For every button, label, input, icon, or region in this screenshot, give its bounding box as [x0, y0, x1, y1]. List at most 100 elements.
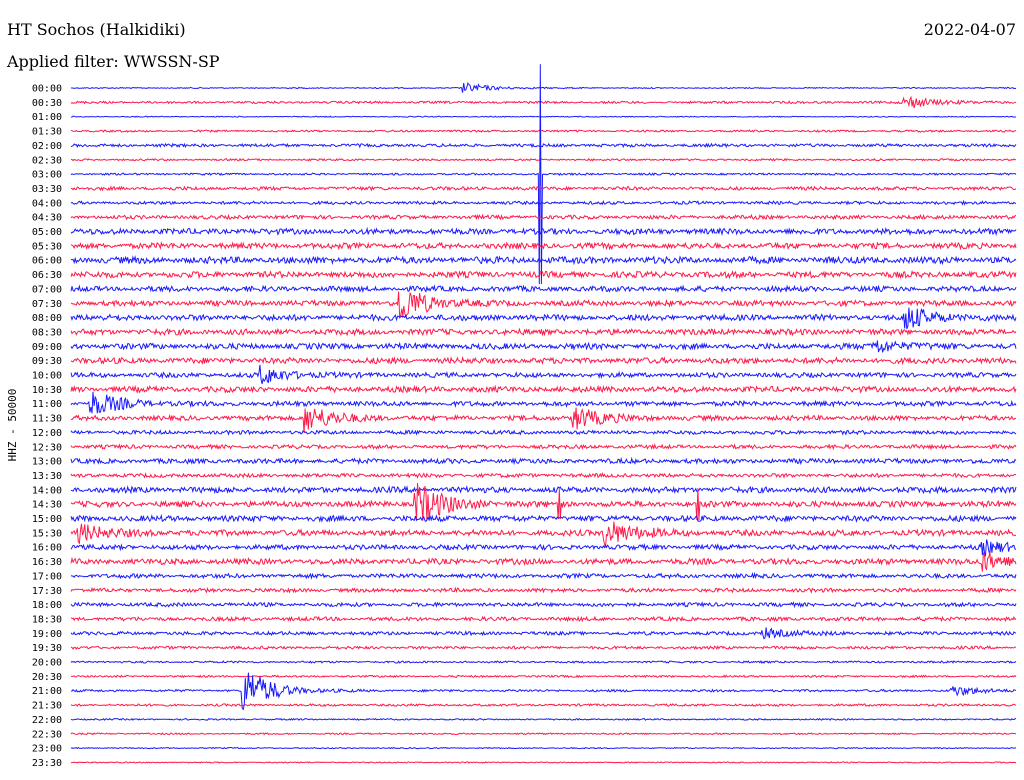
tick-label: 22:30 [32, 729, 62, 740]
trace-1330 [70, 472, 1017, 479]
trace-0300 [70, 64, 1017, 285]
tick-label: 16:30 [32, 557, 62, 568]
time-tick-labels: 00:00 00:30 01:00 01:30 02:00 02:30 03:00 03:30… [32, 84, 62, 769]
trace-2200 [70, 717, 1017, 721]
trace-group [70, 64, 1017, 764]
trace-1030 [70, 384, 1017, 394]
trace-1900 [70, 627, 1017, 640]
trace-1600 [70, 539, 1017, 558]
tick-label: 05:30 [32, 241, 62, 252]
trace-0730 [70, 291, 1017, 320]
tick-label: 14:00 [32, 485, 62, 496]
tick-label: 10:30 [32, 385, 62, 396]
filter-label: Applied filter: WWSSN-SP [7, 52, 220, 71]
date-label: 2022-04-07 [923, 20, 1016, 39]
trace-0330 [70, 185, 1017, 192]
trace-0630 [70, 269, 1017, 280]
trace-2230 [70, 732, 1017, 736]
tick-label: 15:00 [32, 514, 62, 525]
tick-label: 13:00 [32, 457, 62, 468]
y-axis-label: HHZ - 50000 [6, 389, 19, 462]
tick-label: 06:30 [32, 270, 62, 281]
tick-label: 06:00 [32, 256, 62, 267]
trace-2030 [71, 674, 1017, 679]
tick-label: 00:00 [32, 84, 62, 95]
trace-2100 [70, 672, 1017, 711]
tick-label: 15:30 [32, 528, 62, 539]
tick-label: 01:00 [32, 112, 62, 123]
trace-1300 [70, 456, 1017, 466]
tick-label: 17:30 [32, 586, 62, 597]
trace-1500 [70, 513, 1017, 524]
tick-label: 18:00 [32, 600, 62, 611]
trace-0030 [70, 95, 1017, 109]
tick-label: 12:00 [32, 428, 62, 439]
trace-1930 [70, 645, 1017, 651]
tick-label: 11:00 [32, 399, 62, 410]
trace-0930 [70, 355, 1017, 366]
trace-0900 [70, 340, 1017, 353]
trace-0800 [70, 307, 1017, 330]
tick-label: 08:00 [32, 313, 62, 324]
tick-label: 20:30 [32, 672, 62, 683]
tick-label: 05:00 [32, 227, 62, 238]
tick-label: 23:30 [32, 758, 62, 769]
trace-0530 [70, 240, 1017, 251]
trace-0700 [70, 284, 1017, 294]
tick-label: 02:30 [32, 155, 62, 166]
trace-1530 [70, 521, 1017, 548]
trace-0200 [70, 142, 1017, 149]
tick-label: 02:00 [32, 141, 62, 152]
trace-2300 [70, 746, 1017, 750]
trace-2130 [70, 703, 1016, 708]
trace-2330 [70, 761, 1017, 764]
trace-0230 [71, 157, 1017, 162]
tick-label: 22:00 [32, 715, 62, 726]
tick-label: 16:00 [32, 543, 62, 554]
trace-0600 [70, 255, 1017, 266]
trace-1100 [70, 391, 1017, 414]
tick-label: 17:00 [32, 571, 62, 582]
tick-label: 07:00 [32, 284, 62, 295]
tick-label: 13:30 [32, 471, 62, 482]
trace-1430 [70, 483, 1017, 521]
trace-0100 [70, 115, 1017, 118]
trace-0830 [70, 327, 1017, 337]
tick-label: 04:00 [32, 198, 62, 209]
tick-label: 01:30 [32, 127, 62, 138]
tick-label: 08:30 [32, 327, 62, 338]
tick-label: 23:00 [32, 744, 62, 755]
trace-1400 [70, 485, 1017, 495]
trace-1230 [70, 443, 1017, 451]
tick-label: 04:30 [32, 213, 62, 224]
tick-label: 19:30 [32, 643, 62, 654]
tick-label: 11:30 [32, 414, 62, 425]
trace-1700 [70, 571, 1017, 580]
trace-0400 [70, 199, 1017, 206]
tick-label: 09:30 [32, 356, 62, 367]
trace-1800 [70, 601, 1017, 609]
tick-label: 09:00 [32, 342, 62, 353]
station-title: HT Sochos (Halkidiki) [7, 20, 186, 39]
tick-label: 18:30 [32, 614, 62, 625]
tick-label: 21:30 [32, 701, 62, 712]
trace-1000 [70, 364, 1017, 385]
trace-2000 [70, 660, 1017, 664]
trace-0500 [70, 226, 1017, 237]
trace-0430 [70, 213, 1017, 221]
tick-label: 12:30 [32, 442, 62, 453]
tick-label: 20:00 [32, 658, 62, 669]
tick-label: 10:00 [32, 371, 62, 382]
tick-label: 19:00 [32, 629, 62, 640]
trace-1200 [70, 428, 1017, 436]
tick-label: 00:30 [32, 98, 62, 109]
tick-label: 03:30 [32, 184, 62, 195]
tick-label: 07:30 [32, 299, 62, 310]
tick-label: 03:00 [32, 170, 62, 181]
trace-1730 [70, 586, 1017, 594]
trace-1830 [70, 615, 1017, 623]
trace-0130 [70, 129, 1017, 133]
trace-1630 [70, 551, 1017, 572]
trace-1130 [70, 407, 1017, 433]
